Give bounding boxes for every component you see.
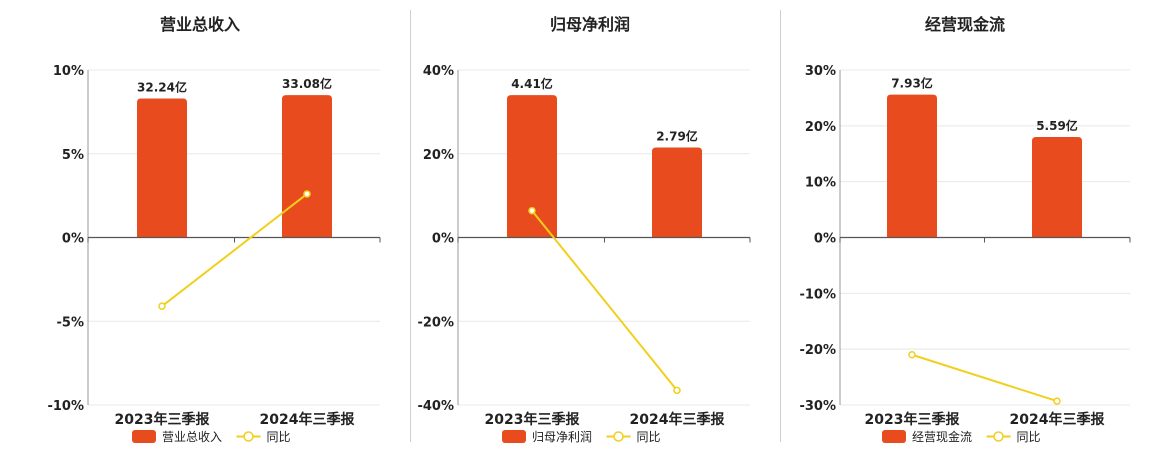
y-tick-label: 40% — [423, 64, 454, 79]
y-tick-label: -20% — [417, 315, 454, 330]
x-category-label: 2024年三季报 — [260, 411, 355, 428]
yoy-line — [911, 353, 1058, 403]
y-tick-label: 20% — [805, 120, 836, 135]
chart-panel-3: 经营现金流 30% 20% 10% 0% -10% -20% -30% 7.93亿 5.59亿 20… — [799, 15, 1131, 444]
bar — [507, 95, 557, 238]
bar-value-label: 4.41亿 — [511, 76, 553, 91]
y-tick-label: -10% — [799, 287, 836, 302]
x-category-label: 2023年三季报 — [485, 411, 580, 428]
bar — [282, 95, 332, 238]
legend-line-marker — [613, 431, 624, 442]
legend-bar-label: 营业总收入 — [162, 430, 222, 444]
y-tick-label: 20% — [423, 148, 454, 163]
legend-line-label: 同比 — [637, 430, 661, 444]
legend-bar-label: 归母净利润 — [532, 430, 592, 444]
y-tick-label: -40% — [417, 399, 454, 414]
legend-line-marker — [993, 431, 1004, 442]
yoy-point — [528, 206, 536, 215]
chart-panel-2: 归母净利润 40% 20% 0% -20% -40% 4.41亿 2.79亿 2023年三季报 2… — [417, 15, 751, 444]
yoy-point — [1053, 397, 1061, 405]
yoy-point — [673, 386, 681, 395]
legend-bar-swatch — [502, 430, 526, 443]
y-tick-label: 30% — [805, 64, 836, 79]
y-tick-label: -10% — [47, 399, 84, 414]
legend-bar-swatch — [882, 430, 906, 443]
yoy-line — [531, 210, 678, 391]
bar-value-label: 33.08亿 — [282, 76, 332, 91]
legend-line-label: 同比 — [267, 430, 291, 444]
y-tick-label: -5% — [57, 315, 84, 330]
panel-divider — [410, 10, 411, 442]
x-category-label: 2024年三季报 — [630, 411, 725, 428]
x-category-label: 2023年三季报 — [865, 411, 960, 428]
y-tick-label: -30% — [799, 399, 836, 414]
y-tick-label: -20% — [799, 343, 836, 358]
yoy-line — [161, 193, 308, 307]
y-tick-label: 5% — [62, 148, 84, 163]
yoy-point — [303, 190, 311, 198]
bar-value-label: 2.79亿 — [656, 128, 698, 143]
bar — [652, 147, 702, 238]
chart-title: 营业总收入 — [160, 15, 240, 34]
chart-panel-1: 营业总收入 10% 5% 0% -5% -10% 32.24亿 33.08亿 2023年三季报 2… — [47, 15, 381, 444]
bar-value-label: 32.24亿 — [137, 79, 187, 94]
y-tick-label: 0% — [432, 232, 454, 247]
legend-bar-label: 经营现金流 — [912, 429, 972, 444]
legend-bar-swatch — [132, 430, 156, 443]
legend-line-label: 同比 — [1017, 430, 1041, 444]
panel-divider — [780, 10, 781, 442]
x-category-label: 2024年三季报 — [1010, 411, 1105, 428]
y-tick-label: 10% — [805, 176, 836, 191]
bar-value-label: 5.59亿 — [1036, 118, 1078, 133]
chart-title: 经营现金流 — [925, 15, 1005, 34]
x-category-label: 2023年三季报 — [115, 411, 210, 428]
yoy-point — [908, 351, 916, 359]
chart-title: 归母净利润 — [550, 15, 630, 34]
y-tick-label: 10% — [53, 64, 84, 79]
legend-line-marker — [243, 431, 254, 442]
bar-value-label: 7.93亿 — [891, 76, 933, 91]
bar — [887, 94, 937, 238]
y-tick-label: 0% — [814, 232, 836, 247]
yoy-point — [158, 302, 166, 310]
bar — [1032, 137, 1082, 238]
bar — [137, 98, 187, 238]
y-tick-label: 0% — [62, 232, 84, 247]
